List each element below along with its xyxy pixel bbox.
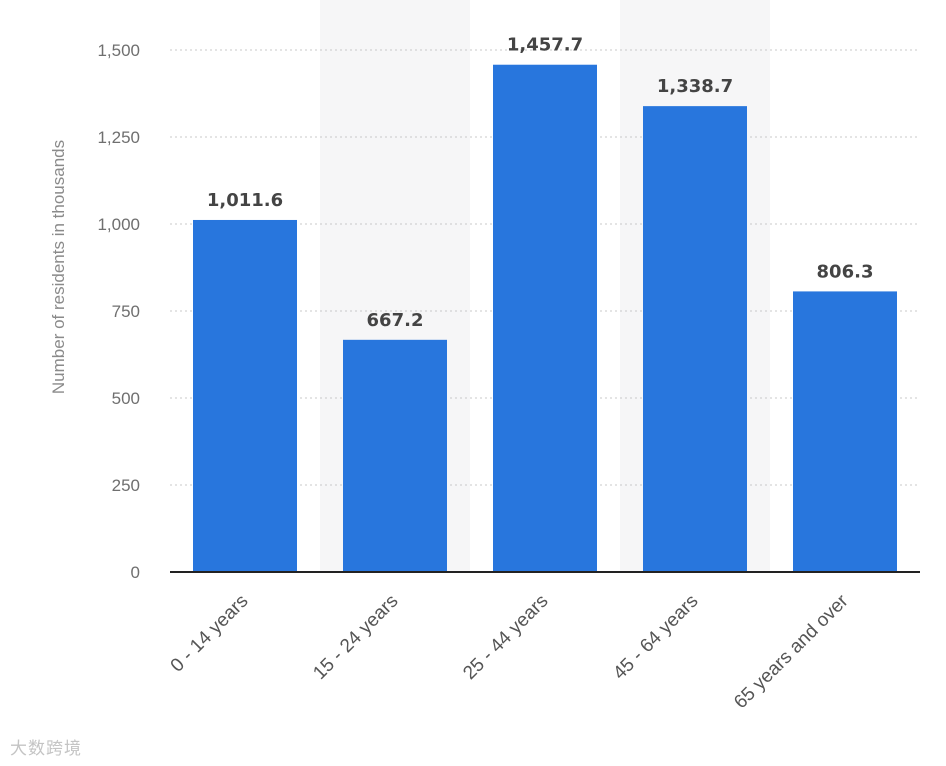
y-tick-label: 500 <box>112 389 140 408</box>
x-tick-label: 15 - 24 years <box>309 591 402 684</box>
bar <box>193 219 297 572</box>
x-tick-label: 65 years and over <box>730 590 853 713</box>
y-tick-label: 750 <box>112 302 140 321</box>
watermark-text: 大数跨境 <box>10 739 82 759</box>
y-tick-label: 1,250 <box>97 128 140 147</box>
bar <box>493 64 597 572</box>
data-label: 1,457.7 <box>507 35 583 56</box>
data-label: 1,338.7 <box>657 76 733 97</box>
data-label: 667.2 <box>367 310 424 331</box>
data-label: 1,011.6 <box>207 190 283 211</box>
data-labels: 1,011.6 667.2 1,457.7 1,338.7 806.3 <box>207 35 874 331</box>
y-tick-label: 1,500 <box>97 41 140 60</box>
y-tick-label: 250 <box>112 476 140 495</box>
x-tick-label: 0 - 14 years <box>167 591 253 677</box>
x-axis-category-labels: 0 - 14 years 15 - 24 years 25 - 44 years 45… <box>167 590 853 713</box>
bar <box>643 106 747 573</box>
bar <box>793 291 897 572</box>
y-tick-label: 1,000 <box>97 215 140 234</box>
data-label: 806.3 <box>817 261 874 282</box>
y-axis-ticks: 0 250 500 750 1,000 1,250 1,500 <box>97 41 140 582</box>
bars <box>193 64 897 573</box>
bar <box>343 339 447 572</box>
y-axis-label: Number of residents in thousands <box>49 140 68 394</box>
y-tick-label: 0 <box>131 563 140 582</box>
x-tick-label: 25 - 44 years <box>459 591 552 684</box>
x-tick-label: 45 - 64 years <box>609 591 702 684</box>
